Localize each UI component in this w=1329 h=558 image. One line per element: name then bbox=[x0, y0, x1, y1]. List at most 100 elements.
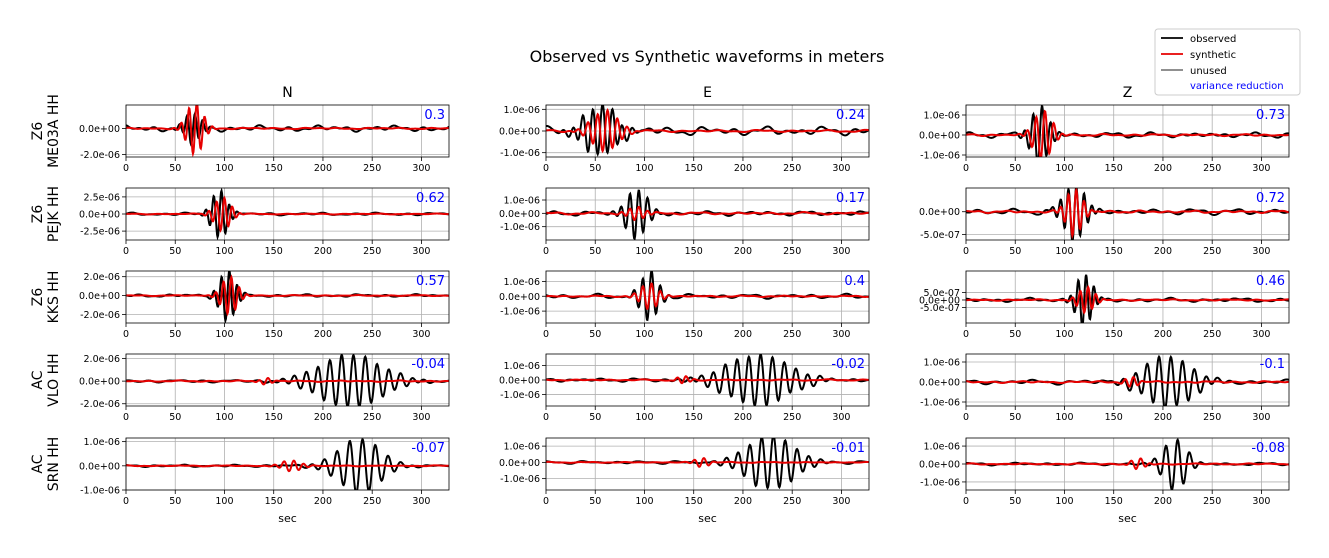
x-tick-label: 300 bbox=[1252, 163, 1270, 174]
y-tick-label: 0.0e+00 bbox=[79, 377, 120, 388]
x-tick-label: 300 bbox=[1252, 496, 1270, 507]
axes-frame bbox=[125, 437, 450, 491]
axes-frame bbox=[965, 187, 1290, 241]
x-tick-label: 150 bbox=[265, 412, 283, 423]
y-tick-label: -5.0e-07 bbox=[920, 230, 960, 241]
y-tick-label: -2.0e-06 bbox=[80, 399, 120, 410]
axes-frame bbox=[545, 437, 870, 491]
x-tick-label: 150 bbox=[265, 329, 283, 340]
observed-trace bbox=[966, 354, 1289, 406]
y-tick-label: 1.0e-06 bbox=[504, 442, 540, 453]
x-tick-label: 50 bbox=[1009, 329, 1021, 340]
panel-vlo-e: 0 50 100 150 200 250 300 1.0e-06 0.0e+00 -1.0e-06… bbox=[499, 353, 870, 423]
axes-frame bbox=[125, 353, 450, 407]
synthetic-trace bbox=[966, 457, 1289, 471]
synthetic-trace bbox=[126, 459, 449, 473]
y-tick-label: -1.0e-06 bbox=[80, 486, 120, 497]
column-title-z: Z bbox=[1123, 85, 1133, 101]
x-tick-label: 200 bbox=[1154, 246, 1172, 257]
y-tick-label: 1.0e-06 bbox=[924, 442, 960, 453]
synthetic-trace bbox=[546, 205, 869, 221]
x-tick-label: 250 bbox=[783, 329, 801, 340]
x-tick-label: 200 bbox=[314, 496, 332, 507]
x-tick-label: 200 bbox=[1154, 496, 1172, 507]
x-tick-label: 100 bbox=[1055, 412, 1073, 423]
y-tick-label: -2.0e-06 bbox=[80, 310, 120, 321]
axes-frame bbox=[545, 270, 870, 324]
legend-synthetic-label: synthetic bbox=[1190, 50, 1236, 61]
variance-reduction-value: -0.1 bbox=[1260, 357, 1285, 372]
y-tick-label: 0.0e+00 bbox=[919, 295, 960, 306]
x-tick-label: 0 bbox=[123, 163, 129, 174]
x-tick-label: 150 bbox=[1105, 496, 1123, 507]
x-tick-label: 50 bbox=[169, 496, 181, 507]
x-tick-label: 300 bbox=[832, 163, 850, 174]
column-title-n: N bbox=[282, 85, 292, 101]
x-tick-label: 150 bbox=[685, 246, 703, 257]
x-tick-label: 300 bbox=[412, 246, 430, 257]
station-network-label: Z6 bbox=[30, 288, 46, 307]
x-tick-label: 300 bbox=[412, 412, 430, 423]
x-tick-label: 250 bbox=[1203, 246, 1221, 257]
variance-reduction-value: -0.07 bbox=[411, 441, 445, 456]
y-tick-label: 0.0e+00 bbox=[79, 210, 120, 221]
x-tick-label: 200 bbox=[734, 246, 752, 257]
y-tick-label: 0.0e+00 bbox=[79, 291, 120, 302]
x-tick-label: 300 bbox=[412, 496, 430, 507]
axes-frame bbox=[965, 353, 1290, 407]
x-tick-label: 150 bbox=[685, 163, 703, 174]
variance-reduction-value: 0.17 bbox=[836, 191, 865, 206]
synthetic-trace bbox=[966, 188, 1289, 240]
x-tick-label: 250 bbox=[783, 163, 801, 174]
observed-trace bbox=[966, 105, 1289, 157]
y-tick-label: 1.0e-06 bbox=[504, 361, 540, 372]
x-tick-label: 150 bbox=[1105, 246, 1123, 257]
y-tick-label: 0.0e+00 bbox=[499, 209, 540, 220]
y-tick-label: -1.0e-06 bbox=[920, 398, 960, 409]
figure-title: Observed vs Synthetic waveforms in meter… bbox=[530, 47, 885, 66]
station-name-label: KKS HH bbox=[46, 271, 62, 324]
x-tick-label: 50 bbox=[589, 163, 601, 174]
panel-srn-z: 0 50 100 150 200 250 300 1.0e-06 0.0e+00 -1.0e-06… bbox=[919, 437, 1290, 525]
variance-reduction-value: 0.24 bbox=[836, 108, 865, 123]
panel-kks-z: 0 50 100 150 200 250 300 5.0e-070.0e+00-5.0e-07… bbox=[919, 270, 1290, 340]
variance-reduction-value: -0.08 bbox=[1251, 441, 1285, 456]
station-name-label: PEJK HH bbox=[46, 186, 62, 242]
panel-pejk-z: 0 50 100 150 200 250 300 0.0e+00 -5.0e-07 0.72 bbox=[919, 187, 1290, 257]
x-axis-label: sec bbox=[278, 512, 297, 525]
x-tick-label: 150 bbox=[265, 163, 283, 174]
y-tick-label: 0.0e+00 bbox=[919, 207, 960, 218]
x-tick-label: 0 bbox=[543, 246, 549, 257]
y-tick-label: 0.0e+00 bbox=[919, 460, 960, 471]
variance-reduction-value: 0.57 bbox=[416, 274, 445, 289]
y-tick-label: 0.0e+00 bbox=[919, 378, 960, 389]
panel-grid: N E ZZ6 ME03A HH0 50 100 150 200 250 3000.0e+00-2… bbox=[30, 85, 1290, 525]
variance-reduction-value: -0.02 bbox=[831, 357, 865, 372]
station-network-label: Z6 bbox=[30, 122, 46, 141]
variance-reduction-value: -0.04 bbox=[411, 357, 445, 372]
x-tick-label: 300 bbox=[832, 246, 850, 257]
x-tick-label: 100 bbox=[215, 329, 233, 340]
axes-frame bbox=[965, 270, 1290, 324]
x-tick-label: 100 bbox=[215, 163, 233, 174]
x-tick-label: 100 bbox=[635, 412, 653, 423]
y-tick-label: 2.0e-06 bbox=[84, 354, 120, 365]
x-tick-label: 50 bbox=[1009, 412, 1021, 423]
y-tick-label: -2.5e-06 bbox=[80, 227, 120, 238]
x-tick-label: 300 bbox=[1252, 412, 1270, 423]
y-tick-label: 2.0e-06 bbox=[84, 272, 120, 283]
axes-frame bbox=[965, 104, 1290, 158]
x-tick-label: 250 bbox=[1203, 163, 1221, 174]
station-network-label: AC bbox=[30, 454, 46, 473]
x-tick-label: 50 bbox=[169, 412, 181, 423]
x-tick-label: 250 bbox=[783, 496, 801, 507]
x-tick-label: 250 bbox=[363, 246, 381, 257]
x-tick-label: 150 bbox=[1105, 163, 1123, 174]
y-tick-label: 0.0e+00 bbox=[919, 131, 960, 142]
x-tick-label: 100 bbox=[635, 246, 653, 257]
axes-frame bbox=[125, 270, 450, 324]
panel-me03a-n: 0 50 100 150 200 250 300 0.0e+00 -2.0e-06 0.3 bbox=[79, 104, 450, 174]
axes-frame bbox=[125, 104, 450, 158]
y-tick-label: -1.0e-06 bbox=[500, 148, 540, 159]
x-axis-label: sec bbox=[698, 512, 717, 525]
